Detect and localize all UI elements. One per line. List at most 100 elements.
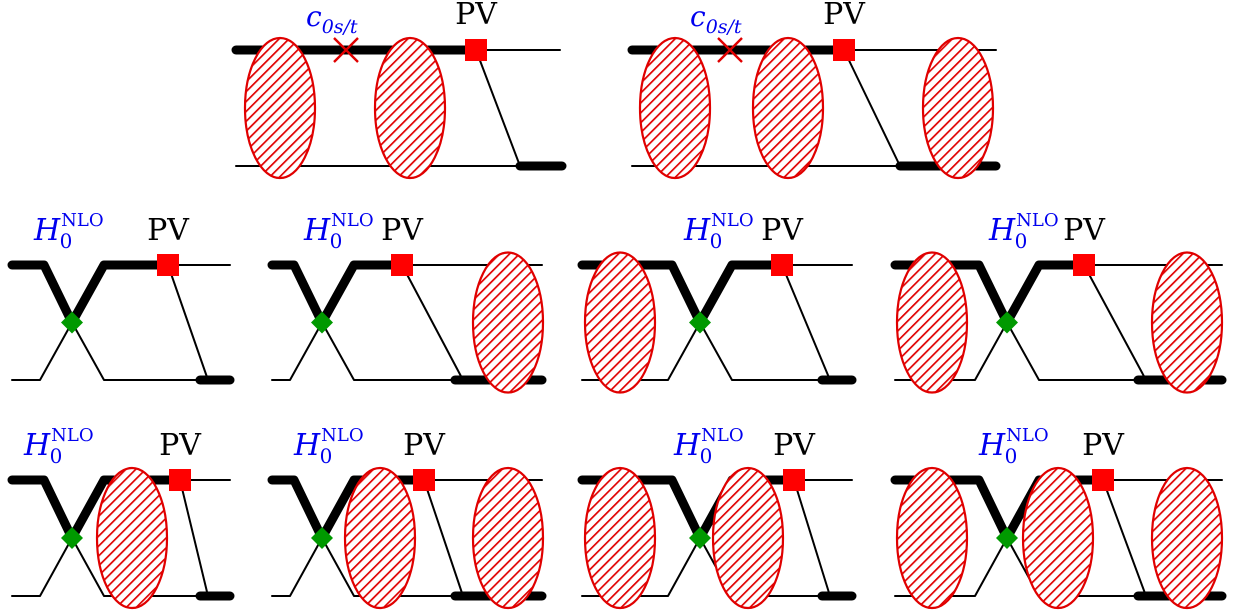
h0nlo-label: HNLO 0 — [303, 210, 374, 253]
pv-vertex-square — [465, 39, 487, 61]
h0nlo-vertex-diamond — [61, 527, 83, 549]
pv-propagator-line — [793, 479, 831, 597]
h0nlo-vertex-diamond — [996, 527, 1018, 549]
h0nlo-vertex-diamond — [689, 527, 711, 549]
h0nlo-label-sub: 0 — [710, 229, 723, 253]
pv-propagator-line — [401, 264, 464, 381]
blob — [751, 36, 825, 180]
blob — [1021, 466, 1095, 610]
h0nlo-label-sup: NLO — [701, 425, 743, 446]
h0nlo-label: HNLO 0 — [988, 210, 1059, 253]
h0nlo-label-base: H — [978, 428, 1006, 463]
blob — [583, 466, 657, 610]
contact-vertex-cross — [333, 37, 359, 63]
thin-nucleon-path — [11, 321, 201, 381]
contact-label: c0s/t — [690, 0, 742, 38]
blob — [95, 466, 169, 610]
diagram-2-1: PV HNLO 0 — [7, 210, 235, 385]
h0nlo-label-base: H — [303, 213, 331, 248]
pv-label: PV — [403, 428, 446, 463]
pv-vertex-square — [157, 254, 179, 276]
h0nlo-label-base: H — [673, 428, 701, 463]
pv-propagator-line — [475, 49, 521, 167]
h0nlo-label-base: H — [33, 213, 61, 248]
h0nlo-label-sup: NLO — [1006, 425, 1048, 446]
pv-label: PV — [1082, 428, 1125, 463]
h0nlo-vertex-diamond — [689, 311, 711, 334]
pv-vertex-square — [1092, 469, 1114, 491]
pv-vertex-square — [771, 254, 793, 276]
diagram-3-2: PV HNLO 0 — [267, 425, 547, 610]
h0nlo-label-sup: NLO — [321, 425, 363, 446]
blob — [638, 36, 712, 180]
contact-label-base: c — [306, 0, 322, 33]
diagram-1-1: PV c0s/t — [231, 0, 567, 180]
h0nlo-label-sub: 0 — [60, 229, 73, 253]
diagram-3-3: PV HNLO 0 — [577, 425, 857, 610]
blob — [921, 36, 995, 180]
h0nlo-label-sup: NLO — [61, 210, 103, 231]
diagram-1-2: PV c0s/t — [627, 0, 1001, 180]
h0nlo-label-sup: NLO — [1016, 210, 1058, 231]
pv-vertex-square — [391, 254, 413, 276]
blob — [243, 36, 317, 180]
h0nlo-label-base: H — [683, 213, 711, 248]
h0nlo-label-sup: NLO — [51, 425, 93, 446]
blob — [471, 251, 545, 394]
pv-label: PV — [147, 213, 190, 248]
h0nlo-label: HNLO 0 — [673, 425, 744, 468]
thick-nucleon-path — [267, 260, 407, 327]
pv-propagator-line — [1083, 264, 1147, 381]
diagram-3-4: PV HNLO 0 — [890, 425, 1227, 610]
pv-vertex-square — [169, 469, 191, 491]
pv-propagator-line — [167, 264, 209, 381]
blob — [471, 466, 545, 610]
h0nlo-label: HNLO 0 — [978, 425, 1049, 468]
h0nlo-label-sub: 0 — [50, 444, 63, 468]
h0nlo-label-sub: 0 — [1005, 444, 1018, 468]
blob — [583, 251, 657, 394]
h0nlo-label-base: H — [23, 428, 51, 463]
pv-propagator-line — [423, 479, 464, 597]
h0nlo-label-base: H — [293, 428, 321, 463]
blob — [711, 466, 785, 610]
pv-vertex-square — [413, 469, 435, 491]
blob — [1150, 251, 1224, 394]
h0nlo-label: HNLO 0 — [33, 210, 104, 253]
diagram-3-1: PV HNLO 0 — [7, 425, 235, 610]
contact-label: c0s/t — [306, 0, 358, 38]
blob — [895, 251, 969, 394]
h0nlo-vertex-diamond — [311, 527, 333, 549]
h0nlo-vertex-diamond — [311, 311, 333, 334]
blob — [343, 466, 417, 610]
h0nlo-label-sub: 0 — [1015, 229, 1028, 253]
pv-label: PV — [381, 213, 424, 248]
h0nlo-label-base: H — [988, 213, 1016, 248]
pv-vertex-square — [1073, 254, 1095, 276]
h0nlo-label-sup: NLO — [711, 210, 753, 231]
blob — [1150, 466, 1224, 610]
h0nlo-vertex-diamond — [996, 311, 1018, 334]
thin-nucleon-path — [271, 321, 456, 381]
pv-label: PV — [455, 0, 498, 32]
pv-propagator-line — [843, 49, 901, 167]
h0nlo-label-sub: 0 — [330, 229, 343, 253]
pv-label: PV — [159, 428, 202, 463]
contact-label-sub: 0s/t — [706, 16, 742, 38]
h0nlo-label: HNLO 0 — [683, 210, 754, 253]
blob — [895, 466, 969, 610]
h0nlo-label: HNLO 0 — [23, 425, 94, 468]
pv-label: PV — [773, 428, 816, 463]
pv-propagator-line — [179, 479, 209, 597]
h0nlo-label-sub: 0 — [700, 444, 713, 468]
pv-vertex-square — [833, 39, 855, 61]
pv-label: PV — [1063, 213, 1106, 248]
pv-vertex-square — [783, 469, 805, 491]
pv-label: PV — [761, 213, 804, 248]
pv-label: PV — [823, 0, 866, 32]
contact-label-sub: 0s/t — [322, 16, 358, 38]
